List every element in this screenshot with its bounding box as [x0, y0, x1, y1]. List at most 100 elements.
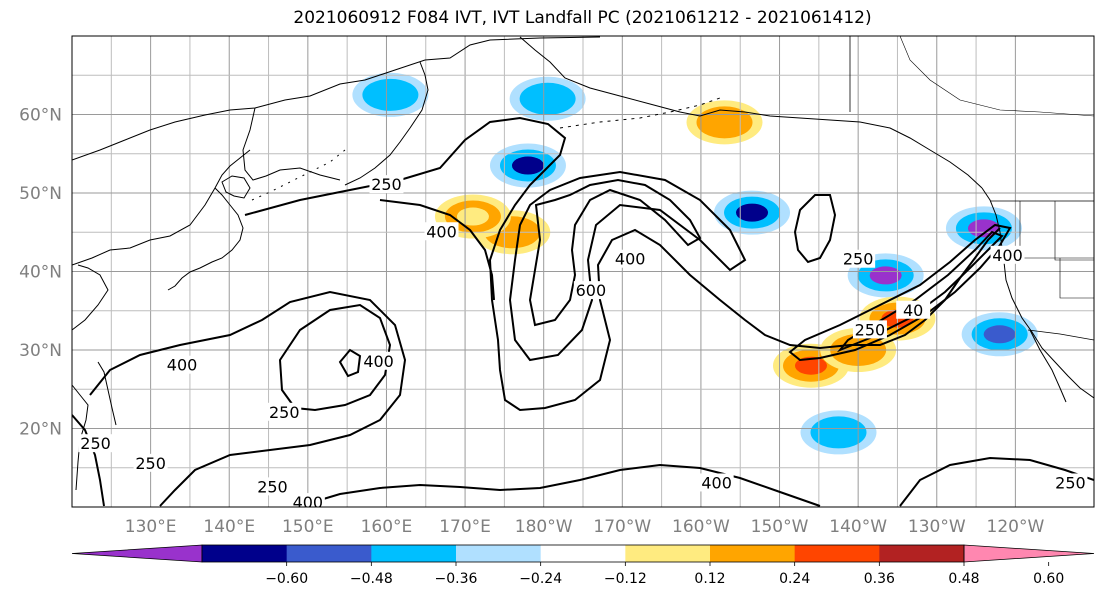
contour-label: 250	[855, 320, 886, 339]
contour-label-bg	[896, 300, 931, 319]
contour-label-bg	[369, 175, 404, 194]
coast-philippines	[97, 361, 117, 426]
ivt-contour-400-mid	[508, 170, 747, 362]
colorbar-segment	[710, 545, 796, 562]
contour-label: 250	[371, 175, 402, 194]
colorbar-segment	[456, 545, 542, 562]
contour-label-bg	[424, 222, 459, 241]
lon-tick-label: 130°W	[908, 517, 966, 537]
coast-china	[72, 264, 109, 331]
contour-label-bg	[255, 477, 290, 496]
pc-patch-core	[869, 266, 902, 285]
coast-kurils	[251, 149, 346, 201]
contour-label: 400	[615, 250, 646, 269]
lon-tick-label: 140°W	[829, 517, 887, 537]
contour-label-bg	[1053, 473, 1088, 492]
border-us-states	[1004, 201, 1094, 299]
coast-indochina	[72, 384, 89, 491]
contour-label-bg	[267, 402, 302, 421]
colorbar-tick-label: 0.36	[864, 571, 895, 587]
colorbar-extend-low	[71, 544, 203, 563]
contour-label: 400	[293, 493, 324, 512]
colorbar-segment	[879, 545, 965, 562]
contour-label-bg	[990, 245, 1025, 264]
coast-japan	[167, 187, 244, 291]
lon-tick-label: 150°E	[282, 517, 334, 537]
border-us-mexico	[1027, 329, 1094, 341]
colorbar-tick-label: 0.12	[694, 571, 725, 587]
pc-patch-core	[708, 113, 741, 132]
coast-asia-mainland	[72, 149, 251, 266]
pc-patch-core	[822, 423, 855, 442]
contour-label-bg	[699, 473, 734, 492]
contour-label: 40	[903, 301, 923, 320]
ivt-contour-600-west-inner	[338, 348, 362, 378]
ivt-contour-600-inner	[528, 178, 702, 327]
ivt-contour-250-north	[244, 116, 1001, 412]
lon-tick-label: 130°E	[125, 517, 177, 537]
contour-label: 400	[426, 222, 457, 241]
lat-tick-label: 20°N	[19, 420, 62, 440]
coast-aleutians	[559, 97, 721, 129]
colorbar-segment	[540, 545, 626, 562]
coast-hudson-region	[899, 36, 1094, 117]
colorbar-segment	[625, 545, 711, 562]
pc-patch-core	[531, 89, 564, 108]
lon-tick-label: 140°E	[203, 517, 255, 537]
contour-label-bg	[573, 281, 608, 300]
contour-label-bg	[133, 453, 168, 472]
colorbar-segment	[794, 545, 880, 562]
coast-alaska-south	[699, 109, 983, 189]
contour-label: 250	[257, 477, 288, 496]
contour-label: 400	[701, 473, 732, 492]
lon-tick-label: 150°W	[751, 517, 809, 537]
colorbar-tick-label: 0.48	[948, 571, 979, 587]
colorbar-frame	[201, 544, 965, 563]
map-title: 2021060912 F084 IVT, IVT Landfall PC (20…	[293, 8, 872, 28]
contour-label-bg	[290, 493, 325, 507]
lat-tick-label: 30°N	[19, 341, 62, 361]
pc-patch-core	[736, 203, 769, 222]
contour-label: 250	[269, 403, 300, 422]
ivt-contour-250-east-loop	[793, 194, 837, 264]
contour-label: 600	[576, 281, 607, 300]
contour-label-bg	[361, 351, 396, 370]
ivt-contour-400-north	[379, 199, 495, 301]
lon-tick-label: 170°W	[593, 517, 651, 537]
lon-tick-label: 180°W	[515, 517, 573, 537]
lat-tick-label: 50°N	[19, 184, 62, 204]
ivt-contours	[72, 116, 1094, 507]
map-panel: 250 400 250 600 400 250 40 400 400 250 250 250 250 40…	[71, 35, 1095, 512]
pc-patch-core	[983, 325, 1016, 344]
colorbar-tick-label: −0.36	[435, 571, 478, 587]
contour-label: 250	[1055, 473, 1086, 492]
contour-label-bg	[841, 249, 876, 268]
coast-kamchatka	[344, 61, 429, 186]
map-frame	[71, 35, 1095, 508]
gridlines	[72, 36, 1094, 507]
colorbar-segment	[202, 545, 288, 562]
colorbar-segment	[371, 545, 457, 562]
contour-label: 250	[135, 454, 166, 473]
contour-label-bg	[165, 355, 200, 374]
lat-tick-label: 60°N	[19, 106, 62, 126]
colorbar-tick-label: 0.24	[779, 571, 810, 587]
pc-patch-core	[511, 156, 544, 175]
coast-hokkaido	[221, 175, 251, 199]
ivt-contour-250-southeast	[899, 456, 1094, 507]
coast-asia	[72, 36, 601, 161]
contour-label: 250	[843, 250, 874, 269]
colorbar-tick-label: −0.48	[350, 571, 393, 587]
colorbar-tick-label: −0.60	[265, 571, 308, 587]
colorbar-tick-label: 0.60	[1033, 571, 1064, 587]
lon-tick-label: 170°E	[439, 517, 491, 537]
contour-label-bg	[78, 434, 113, 453]
lat-tick-label: 40°N	[19, 263, 62, 283]
contour-label: 400	[167, 356, 198, 375]
contour-label: 400	[992, 246, 1023, 265]
colorbar-tick-label: −0.12	[604, 571, 647, 587]
lon-tick-label: 120°W	[987, 517, 1045, 537]
lon-tick-label: 160°E	[361, 517, 413, 537]
colorbar-tick-label: −0.24	[519, 571, 562, 587]
